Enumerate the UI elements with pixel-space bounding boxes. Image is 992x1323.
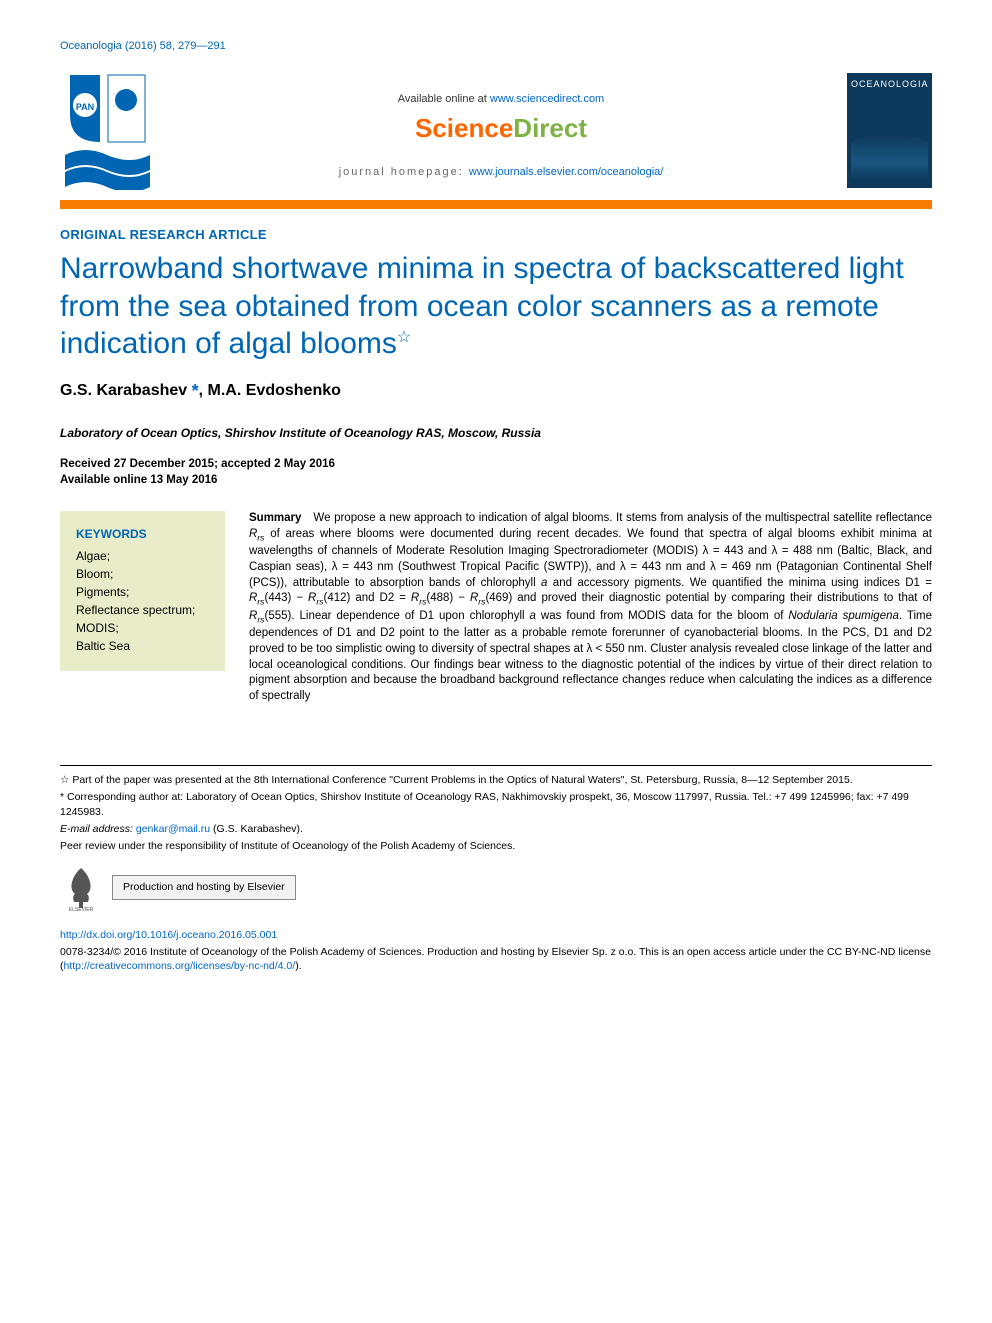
publisher-logo-pan: PAN [60, 70, 155, 190]
rrs-symbol: Rrs [470, 592, 485, 604]
sd-logo-part2: Direct [513, 113, 587, 143]
svg-text:ELSEVIER: ELSEVIER [69, 907, 94, 912]
copyright-line: 0078-3234/© 2016 Institute of Oceanology… [60, 945, 932, 975]
rrs-symbol: Rrs [308, 592, 323, 604]
title-footnote-mark: ☆ [397, 329, 411, 346]
abs-part: (469) and proved their diagnostic potent… [485, 592, 932, 604]
footnote-email: E-mail address: genkar@mail.ru (G.S. Kar… [60, 822, 932, 837]
abs-part: and accessory pigments. We quantified th… [547, 577, 932, 589]
license-link[interactable]: http://creativecommons.org/licenses/by-n… [64, 960, 296, 972]
available-online-line: Available online at www.sciencedirect.co… [175, 93, 827, 105]
keywords-heading: KEYWORDS [76, 525, 209, 543]
article-dates: Received 27 December 2015; accepted 2 Ma… [60, 456, 932, 489]
rrs-symbol: Rrs [249, 592, 264, 604]
available-prefix: Available online at [398, 93, 490, 105]
footnote-conference: ☆ Part of the paper was presented at the… [60, 772, 932, 788]
abstract: Summary We propose a new approach to indi… [249, 511, 932, 705]
abs-part: . Time dependences of D1 and D2 point to… [249, 610, 932, 703]
keyword-item: Algae; [76, 547, 209, 565]
doi-line: http://dx.doi.org/10.1016/j.oceano.2016.… [60, 928, 932, 943]
rrs-symbol: Rrs [249, 528, 264, 540]
email-link[interactable]: genkar@mail.ru [136, 823, 210, 835]
homepage-prefix: journal homepage: [339, 166, 469, 178]
keywords-abstract-row: KEYWORDS Algae; Bloom; Pigments; Reflect… [60, 511, 932, 705]
svg-text:PAN: PAN [76, 102, 94, 112]
keyword-item: Bloom; [76, 565, 209, 583]
abs-part: was found from MODIS data for the bloom … [536, 610, 788, 622]
sciencedirect-logo: ScienceDirect [175, 113, 827, 144]
journal-homepage-line: journal homepage: www.journals.elsevier.… [175, 166, 827, 178]
author-1: G.S. Karabashev [60, 382, 187, 399]
elsevier-hosting-block: ELSEVIER Production and hosting by Elsev… [60, 864, 932, 912]
abstract-heading: Summary [249, 512, 301, 524]
masthead: PAN Available online at www.sciencedirec… [60, 70, 932, 190]
production-hosting-box: Production and hosting by Elsevier [112, 875, 296, 900]
abs-part: (412) and D2 = [324, 592, 411, 604]
sciencedirect-link[interactable]: www.sciencedirect.com [490, 93, 604, 105]
doi-link[interactable]: http://dx.doi.org/10.1016/j.oceano.2016.… [60, 929, 277, 941]
corresponding-author-mark: * [192, 381, 199, 401]
orange-divider-rule [60, 200, 932, 209]
email-author: (G.S. Karabashev). [210, 823, 303, 835]
masthead-center: Available online at www.sciencedirect.co… [175, 83, 827, 178]
cover-journal-title: OCEANOLOGIA [851, 79, 928, 89]
abs-part: (555). Linear dependence of D1 upon chlo… [264, 610, 529, 622]
cover-wave-graphic [851, 135, 928, 180]
issn-close: ). [295, 960, 301, 972]
author-2: M.A. Evdoshenko [208, 382, 341, 399]
rrs-symbol: Rrs [411, 592, 426, 604]
footnote-peer-review: Peer review under the responsibility of … [60, 839, 932, 854]
received-accepted-line: Received 27 December 2015; accepted 2 Ma… [60, 456, 932, 473]
abs-part: We propose a new approach to indication … [313, 512, 932, 524]
keyword-item: Pigments; [76, 583, 209, 601]
running-head: Oceanologia (2016) 58, 279—291 [60, 40, 932, 52]
elsevier-tree-icon: ELSEVIER [60, 864, 102, 912]
author-list: G.S. Karabashev *, M.A. Evdoshenko [60, 381, 932, 402]
footnote-corresponding: * Corresponding author at: Laboratory of… [60, 790, 932, 820]
keyword-item: Reflectance spectrum; [76, 601, 209, 619]
title-text: Narrowband shortwave minima in spectra o… [60, 252, 904, 360]
footnotes-block: ☆ Part of the paper was presented at the… [60, 765, 932, 974]
species-name: Nodularia spumigena [788, 610, 898, 622]
footnote-conference-text: ☆ Part of the paper was presented at the… [60, 774, 853, 786]
affiliation: Laboratory of Ocean Optics, Shirshov Ins… [60, 426, 932, 440]
keyword-item: MODIS; [76, 619, 209, 637]
abs-part: (443) − [264, 592, 308, 604]
available-online-date: Available online 13 May 2016 [60, 472, 932, 489]
email-label: E-mail address: [60, 823, 136, 835]
journal-cover-thumbnail: OCEANOLOGIA [847, 73, 932, 188]
article-title: Narrowband shortwave minima in spectra o… [60, 250, 932, 363]
sd-logo-part1: Science [415, 113, 513, 143]
author-separator: , [199, 382, 208, 399]
abs-part: (488) − [426, 592, 470, 604]
article-type-label: ORIGINAL RESEARCH ARTICLE [60, 227, 932, 242]
journal-homepage-link[interactable]: www.journals.elsevier.com/oceanologia/ [469, 166, 663, 178]
keywords-box: KEYWORDS Algae; Bloom; Pigments; Reflect… [60, 511, 225, 671]
rrs-symbol: Rrs [249, 610, 264, 622]
keyword-item: Baltic Sea [76, 637, 209, 655]
